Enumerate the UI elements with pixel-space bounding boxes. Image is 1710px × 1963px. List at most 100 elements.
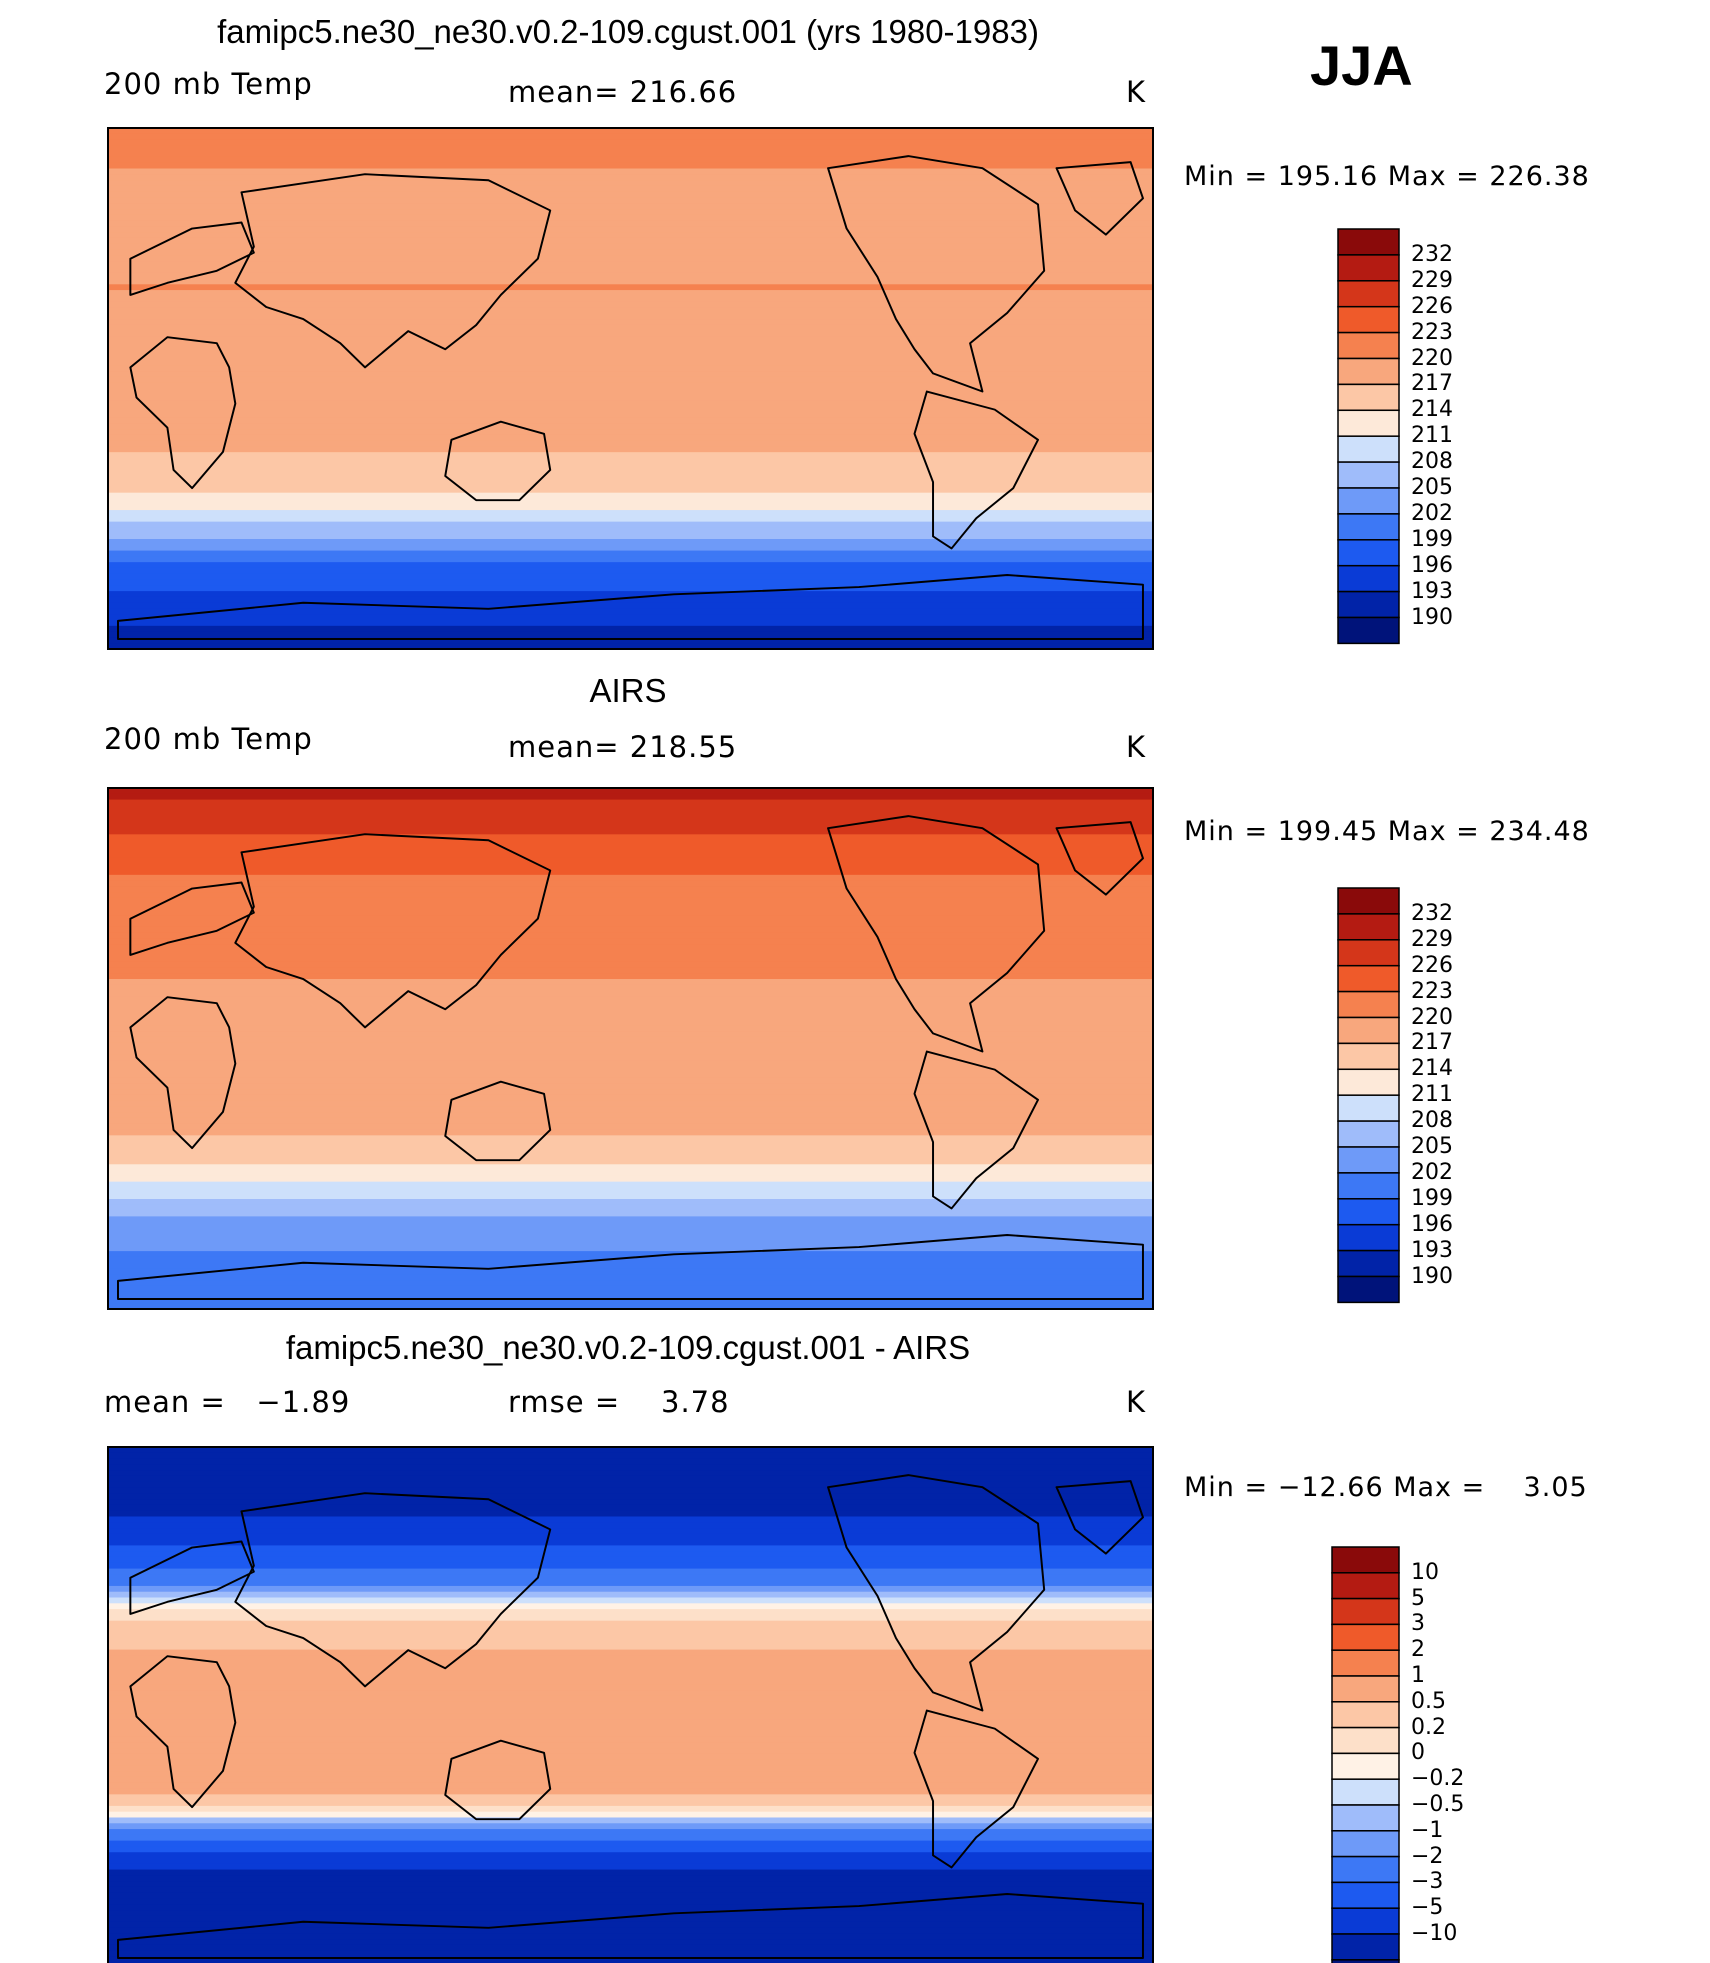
colorbar-swatch [1331,1855,1400,1884]
panel1-band [108,429,1153,436]
panel2-band [108,811,1153,818]
panel1-band [108,602,1153,610]
panel3-band [108,1788,1153,1795]
colorbar-tick-label: 211 [1411,1082,1453,1108]
panel2-band [108,1123,1153,1131]
panel2-band [108,1152,1153,1160]
panel1-band [108,336,1153,343]
panel1-band [108,556,1153,563]
panel2-band [108,1285,1153,1293]
panel2-frame [107,787,1154,1310]
panel3-band [108,1800,1153,1807]
colorbar-swatch [1331,1597,1400,1626]
panel3-band [108,1927,1153,1934]
colorbar-tick-label: −10 [1411,1921,1458,1946]
panel3-band [108,1933,1153,1940]
colorbar-swatch [1331,1726,1400,1755]
panel1-band [108,417,1153,424]
panel2-band [108,915,1153,922]
colorbar-swatch [1337,331,1400,360]
panel3-band [108,1528,1153,1535]
panel1-band [108,203,1153,210]
colorbar-tick-label: 10 [1411,1559,1439,1585]
colorbar-tick-label: 202 [1411,1159,1453,1185]
colorbar-tick-label: 0.5 [1411,1688,1446,1714]
panel1-band [108,342,1153,349]
panel2-band [108,1048,1153,1055]
colorbar-swatch [1331,1778,1400,1806]
panel2-band [108,990,1153,997]
panel3-band [108,1556,1153,1564]
panel3-band [108,1574,1153,1581]
panel1-band [108,151,1153,158]
panel2-band [108,938,1153,945]
colorbar-swatch [1337,564,1400,593]
panel3-band [108,1852,1153,1859]
panel2-band [108,1065,1153,1073]
panel1-band [108,411,1153,419]
panel1-band [108,579,1153,586]
panel2-band [108,979,1153,986]
colorbar-swatch [1337,939,1400,967]
panel3-band [108,1493,1153,1500]
panel1-band [108,185,1153,193]
panel1-band [108,591,1153,598]
panel1-band [108,237,1153,245]
panel1-band [108,539,1153,546]
colorbar-swatch [1337,305,1400,334]
panel1-band [108,128,1153,135]
panel3-band [108,1661,1153,1668]
panel1-band [108,139,1153,146]
colorbar-swatch [1337,964,1400,993]
panel2-band [108,944,1153,951]
colorbar-swatch [1337,513,1400,541]
panel3-band [108,1464,1153,1471]
panel1-band [108,614,1153,621]
panel1-band [108,510,1153,517]
panel3-band [108,1730,1153,1738]
colorbar-swatch [1337,539,1400,567]
panel1-band [108,243,1153,251]
panel3-band [108,1794,1153,1801]
panel1-band [108,266,1153,274]
panel3-band [108,1684,1153,1691]
colorbar-swatch [1331,1804,1400,1832]
panel3-band [108,1626,1153,1633]
panel2-band [108,950,1153,957]
panel1-band [108,156,1153,164]
colorbar-tick-label: 229 [1411,267,1453,293]
panel1-band [108,481,1153,488]
panel3-band [108,1620,1153,1628]
panel3-band [108,1748,1153,1755]
colorbar-swatch [1331,1752,1400,1780]
panel2-band [108,1175,1153,1183]
colorbar-tick-label: 232 [1411,241,1453,267]
colorbar-tick-label: 199 [1411,526,1453,552]
colorbar-swatch [1331,1546,1400,1574]
panel1-band [108,226,1153,233]
panel3-title: famipc5.ne30_ne30.v0.2-109.cgust.001 - A… [285,1329,971,1366]
panel2-band [108,805,1153,812]
panel1-band [108,353,1153,361]
panel2-band [108,793,1153,801]
panel1-frame [107,127,1154,650]
panel1-band [108,371,1153,378]
panel3-band [108,1898,1153,1905]
panel3-band [108,1875,1153,1882]
panel3-band [108,1944,1153,1952]
panel1-min-max: Min = 195.16 Max = 226.38 [1184,161,1590,192]
panel3-band [108,1504,1153,1512]
panel1-band [108,209,1153,216]
panel3-band [108,1886,1153,1894]
panel2-band [108,1199,1153,1206]
colorbar-tick-label: −3 [1411,1869,1444,1895]
panel2-band [108,1106,1153,1113]
season-label: JJA [1310,34,1413,97]
colorbar-tick-label: 208 [1411,1108,1453,1134]
colorbar-swatch [1337,254,1400,282]
colorbar-swatch [1337,590,1400,619]
panel2-band [108,1117,1153,1125]
panel2-band [108,1187,1153,1194]
panel3-band [108,1811,1153,1819]
panel1-title: famipc5.ne30_ne30.v0.2-109.cgust.001 (yr… [217,13,1039,50]
